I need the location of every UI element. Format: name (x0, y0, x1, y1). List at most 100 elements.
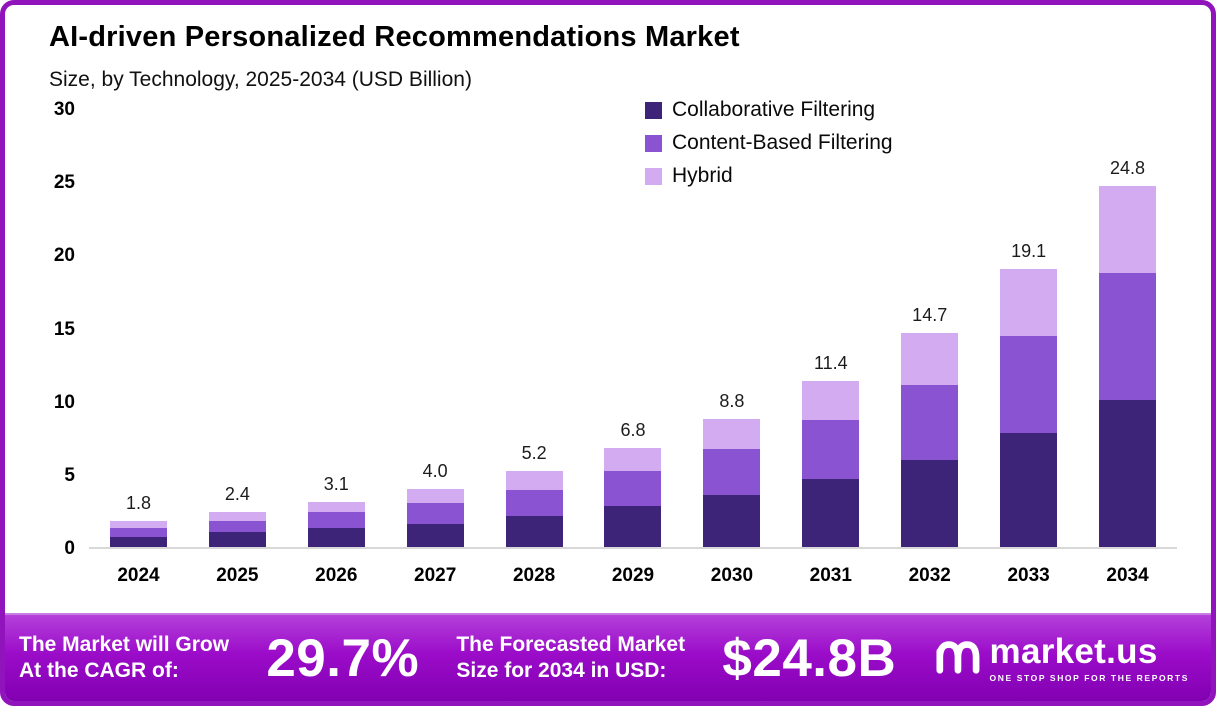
y-tick-label: 5 (64, 464, 75, 486)
bar-value-label: 2.4 (224, 484, 250, 505)
forecast-label-line1: The Forecasted Market (456, 632, 686, 656)
y-axis: 0 5 10 15 20 25 30 (33, 99, 83, 559)
banner-footer: The Market will Grow At the CAGR of: 29.… (5, 613, 1211, 701)
bar-column: 3.1 2026 (307, 110, 365, 586)
bar-segment-content-based-filtering (901, 385, 959, 460)
y-tick-label: 25 (53, 172, 75, 194)
bar-column: 2.4 2025 (208, 110, 266, 586)
bar-segment-content-based-filtering (1000, 335, 1058, 434)
bar-value-label: 8.8 (719, 390, 745, 411)
legend-label: Collaborative Filtering (672, 98, 876, 121)
forecast-value: $24.8B (722, 628, 897, 688)
x-axis-label: 2034 (1106, 565, 1149, 586)
bar-segment-content-based-filtering (505, 490, 563, 517)
legend-item: Hybrid (645, 164, 893, 188)
x-axis-label: 2031 (809, 565, 852, 586)
bar-segment-collaborative-filtering (208, 532, 266, 547)
bar-value-label: 24.8 (1109, 157, 1146, 178)
y-tick-label: 10 (53, 391, 75, 413)
bar-value-label: 6.8 (620, 419, 646, 440)
bar-segment-hybrid (1000, 268, 1058, 336)
bar-value-label: 3.1 (323, 473, 349, 494)
chart-area: 0 5 10 15 20 25 30 1.8 2024 2.4 2025 3.1 2026 4.0 202… (33, 94, 1177, 613)
bar-segment-collaborative-filtering (703, 494, 761, 547)
plot-area: 1.8 2024 2.4 2025 3.1 2026 4.0 2027 5.2 2028 6.8 20… (89, 110, 1177, 586)
bar-value-label: 4.0 (422, 460, 448, 481)
legend-label: Hybrid (672, 164, 733, 187)
bar-segment-collaborative-filtering (604, 506, 662, 547)
bar-value-label: 5.2 (521, 443, 547, 464)
bar-segment-hybrid (307, 501, 365, 513)
cagr-label: The Market will Grow At the CAGR of: (19, 632, 229, 685)
brand-name: market.us (989, 631, 1158, 671)
legend-swatch (645, 101, 662, 119)
bar-segment-content-based-filtering (604, 471, 662, 507)
x-axis-label: 2026 (315, 565, 358, 586)
bar-segment-content-based-filtering (307, 512, 365, 529)
brand-text-block: market.us ONE STOP SHOP FOR THE REPORTS (990, 634, 1189, 683)
legend-swatch (645, 167, 662, 185)
bar-segment-collaborative-filtering (802, 478, 860, 547)
bar-segment-hybrid (109, 520, 167, 529)
bar-column: 1.8 2024 (109, 110, 167, 586)
x-axis-label: 2033 (1007, 565, 1050, 586)
forecast-label-line2: Size for 2034 in USD: (456, 659, 667, 682)
bar-value-label: 14.7 (912, 304, 948, 325)
legend-swatch (645, 134, 662, 152)
bar-segment-content-based-filtering (109, 528, 167, 537)
bar-segment-hybrid (1099, 185, 1157, 274)
bar-segment-hybrid (208, 512, 266, 521)
chart-header: AI-driven Personalized Recommendations M… (5, 5, 1211, 92)
bar-column: 4.0 2027 (406, 110, 464, 586)
page-title: AI-driven Personalized Recommendations M… (49, 21, 740, 53)
x-axis-label: 2028 (512, 565, 556, 586)
bar-segment-collaborative-filtering (109, 536, 167, 547)
legend-item: Content-Based Filtering (645, 131, 893, 155)
bar-segment-collaborative-filtering (1099, 399, 1157, 547)
cagr-label-line1: The Market will Grow (19, 632, 230, 656)
cagr-value: 29.7% (266, 628, 420, 688)
bar-column: 5.2 2028 (505, 110, 563, 586)
bar-segment-content-based-filtering (208, 520, 266, 533)
bar-column: 11.4 2031 (802, 110, 860, 586)
bar-column: 8.8 2030 (703, 110, 761, 586)
bar-segment-hybrid (604, 447, 662, 472)
bar-segment-content-based-filtering (703, 449, 761, 495)
bar-segment-hybrid (703, 418, 761, 450)
y-tick-label: 20 (53, 245, 75, 267)
x-axis-label: 2030 (710, 565, 754, 586)
bar-value-label: 1.8 (125, 492, 151, 513)
market-us-m-icon (934, 635, 980, 682)
bar-segment-collaborative-filtering (406, 523, 464, 547)
y-tick-label: 30 (53, 99, 75, 120)
x-axis-label: 2024 (117, 565, 160, 586)
bar-segment-hybrid (505, 471, 563, 491)
bar-segment-content-based-filtering (1099, 273, 1157, 400)
bar-segment-collaborative-filtering (307, 528, 365, 547)
bar-segment-collaborative-filtering (505, 516, 563, 547)
legend: Collaborative Filtering Content-Based Fil… (645, 98, 893, 188)
bar-column: 14.7 2032 (901, 110, 959, 586)
x-axis-label: 2032 (908, 565, 951, 586)
bar-value-label: 19.1 (1011, 240, 1047, 261)
legend-label: Content-Based Filtering (672, 131, 893, 154)
y-tick-label: 15 (53, 318, 75, 340)
bar-value-label: 11.4 (813, 352, 848, 373)
bar-column: 19.1 2033 (1000, 110, 1058, 586)
bar-segment-content-based-filtering (802, 420, 860, 479)
x-axis-label: 2025 (216, 565, 259, 586)
bar-segment-hybrid (802, 380, 860, 421)
brand-tagline: ONE STOP SHOP FOR THE REPORTS (989, 672, 1189, 683)
page-subtitle: Size, by Technology, 2025-2034 (USD Bill… (49, 68, 472, 91)
x-axis-label: 2029 (611, 565, 655, 586)
bar-column: 24.8 2034 (1099, 110, 1157, 586)
x-axis-label: 2027 (414, 565, 457, 586)
bar-segment-collaborative-filtering (901, 459, 959, 547)
bar-column: 6.8 2029 (604, 110, 662, 586)
forecast-label: The Forecasted Market Size for 2034 in U… (456, 632, 685, 685)
bar-segment-collaborative-filtering (1000, 433, 1058, 547)
bar-segment-content-based-filtering (406, 503, 464, 524)
cagr-label-line2: At the CAGR of: (19, 659, 179, 682)
y-tick-label: 0 (64, 538, 75, 559)
